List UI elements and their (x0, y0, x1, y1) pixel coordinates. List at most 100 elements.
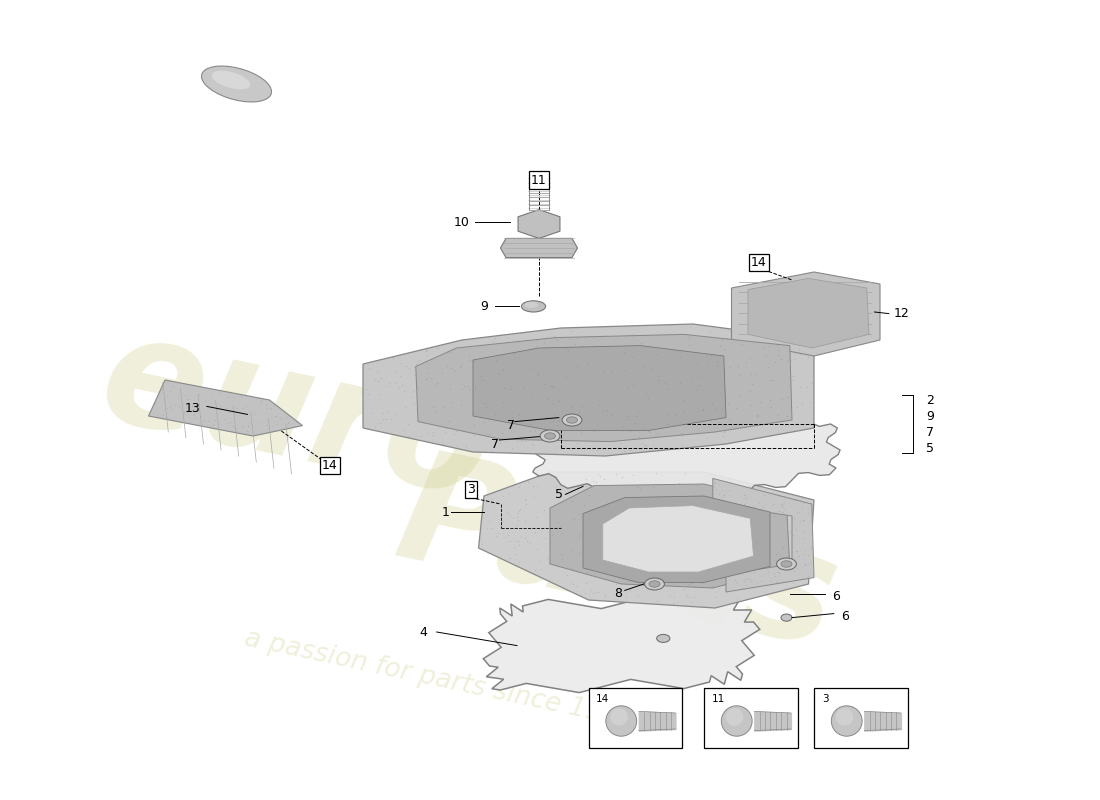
Point (648, 348, 666, 361)
Point (791, 514, 808, 527)
Point (773, 554, 791, 567)
Point (407, 364, 425, 377)
Point (475, 378, 493, 391)
Point (715, 520, 733, 533)
Point (770, 489, 788, 502)
Point (609, 441, 627, 454)
Point (581, 337, 598, 350)
Point (793, 502, 811, 514)
Point (711, 478, 728, 490)
Polygon shape (416, 334, 792, 442)
Ellipse shape (201, 66, 272, 102)
Point (649, 374, 667, 386)
Point (573, 399, 591, 412)
Point (565, 513, 583, 526)
Point (641, 530, 659, 542)
Point (686, 578, 704, 590)
Point (417, 381, 434, 394)
Point (645, 387, 662, 400)
Point (671, 351, 689, 364)
Point (680, 337, 697, 350)
Point (429, 376, 447, 389)
Point (385, 350, 403, 363)
Point (710, 358, 727, 371)
Point (524, 438, 541, 451)
Point (770, 349, 788, 362)
Point (755, 568, 772, 581)
Point (585, 383, 603, 396)
Point (578, 480, 595, 493)
Polygon shape (732, 272, 880, 356)
Point (801, 395, 818, 408)
Point (461, 354, 478, 366)
Point (702, 385, 719, 398)
Point (417, 345, 434, 358)
Point (224, 419, 242, 432)
Point (517, 493, 535, 506)
Point (505, 348, 522, 361)
Point (697, 494, 715, 506)
Point (718, 494, 736, 507)
Point (672, 562, 690, 575)
Point (358, 382, 375, 395)
Point (471, 362, 488, 375)
Polygon shape (748, 278, 869, 348)
Point (419, 367, 437, 380)
Point (538, 393, 556, 406)
Point (657, 377, 674, 390)
Point (196, 394, 213, 407)
Point (424, 386, 441, 399)
Point (707, 402, 725, 415)
Point (469, 360, 486, 373)
Point (653, 507, 671, 520)
Point (793, 567, 811, 580)
Point (744, 526, 761, 539)
Point (750, 352, 768, 365)
Point (755, 341, 772, 354)
Point (279, 416, 297, 429)
Point (543, 397, 561, 410)
Point (565, 409, 583, 422)
Point (648, 340, 666, 353)
Point (792, 347, 810, 360)
Point (515, 350, 532, 362)
Point (736, 573, 754, 586)
Point (682, 529, 700, 542)
Point (475, 415, 493, 428)
Point (717, 425, 735, 438)
Point (180, 416, 198, 429)
Point (631, 394, 649, 407)
Point (617, 423, 635, 436)
Point (697, 382, 715, 395)
Point (417, 345, 434, 358)
Point (669, 360, 686, 373)
Ellipse shape (566, 417, 578, 423)
Point (220, 406, 238, 418)
Point (690, 354, 707, 367)
Point (682, 331, 700, 344)
Point (710, 487, 727, 500)
Point (417, 365, 434, 378)
Point (637, 518, 654, 530)
Point (718, 351, 736, 364)
Point (673, 354, 691, 366)
Point (740, 357, 758, 370)
Point (768, 495, 785, 508)
Point (715, 343, 733, 356)
Point (617, 550, 635, 563)
Point (704, 580, 722, 593)
Point (549, 502, 566, 515)
Text: Parts: Parts (385, 441, 851, 679)
Point (646, 378, 663, 390)
Point (228, 424, 245, 437)
Point (773, 376, 791, 389)
Point (527, 378, 544, 390)
Point (683, 349, 701, 362)
Point (418, 344, 436, 357)
Point (507, 534, 525, 547)
Point (580, 488, 597, 501)
Point (764, 498, 782, 510)
Point (700, 542, 717, 554)
Point (529, 355, 547, 368)
Point (442, 354, 460, 367)
